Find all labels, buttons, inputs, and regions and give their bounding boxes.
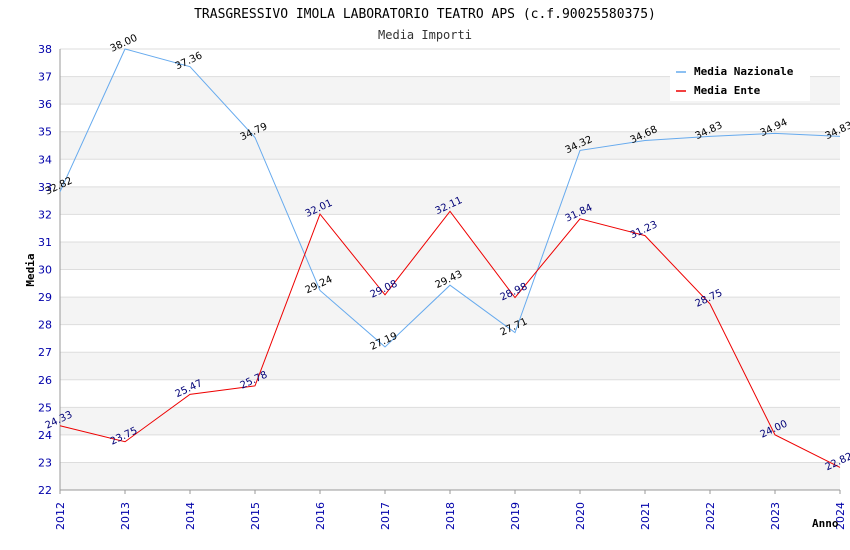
y-tick-label: 22 [38,484,52,497]
y-tick-label: 37 [38,71,52,84]
legend-label-ente: Media Ente [694,84,761,97]
x-tick-label: 2016 [314,502,327,530]
grid-band [60,462,840,490]
x-tick-label: 2023 [769,502,782,530]
y-tick-label: 35 [38,126,52,139]
x-tick-label: 2017 [379,502,392,530]
grid-band [60,352,840,380]
x-tick-label: 2013 [119,502,132,530]
y-tick-label: 38 [38,43,52,56]
grid-band [60,324,840,353]
legend: Media Nazionale Media Ente [670,59,810,101]
grid-bands [60,48,840,491]
x-axis-ticks: 2012 2013 2014 2015 2016 2017 2018 2019 2020 2021… [54,490,847,530]
y-axis-ticks: 22 23 24 25 26 27 28 29 30 31 32 33 34 35 36 37 38 [38,43,52,497]
legend-label-nazionale: Media Nazionale [694,65,794,78]
y-tick-label: 33 [38,181,52,194]
chart-subtitle: Media Importi [378,28,472,42]
y-tick-label: 25 [38,401,52,414]
x-tick-label: 2021 [639,502,652,530]
y-tick-label: 31 [38,236,52,249]
y-axis-label: Media [24,253,37,286]
y-tick-label: 24 [38,429,52,442]
y-tick-label: 34 [38,153,52,166]
grid-band [60,186,840,215]
y-tick-label: 30 [38,264,52,277]
x-tick-label: 2018 [444,502,457,530]
x-tick-label: 2020 [574,502,587,530]
x-tick-label: 2014 [184,502,197,530]
legend-box [670,59,810,101]
y-tick-label: 23 [38,456,52,469]
y-tick-label: 32 [38,208,52,221]
grid-band [60,297,840,325]
series-lines [59,48,841,468]
grid-band [60,214,840,242]
x-tick-label: 2015 [249,502,262,530]
chart-title: TRASGRESSIVO IMOLA LABORATORIO TEATRO AP… [194,7,656,22]
x-tick-label: 2024 [834,502,847,530]
y-tick-label: 26 [38,374,52,387]
y-tick-label: 36 [38,98,52,111]
y-tick-label: 27 [38,346,52,359]
series-line-nazionale [59,48,841,348]
grid-band [60,407,840,435]
grid-band [60,269,840,298]
y-tick-label: 28 [38,319,52,332]
grid-band [60,241,840,270]
grid-band [60,159,840,187]
grid-band [60,434,840,463]
grid-band [60,379,840,408]
y-tick-label: 29 [38,291,52,304]
series-line-ente [59,210,841,468]
x-axis-label: Anno [812,517,839,530]
x-tick-label: 2019 [509,502,522,530]
x-tick-label: 2012 [54,502,67,530]
grid-band [60,104,840,132]
x-tick-label: 2022 [704,502,717,530]
